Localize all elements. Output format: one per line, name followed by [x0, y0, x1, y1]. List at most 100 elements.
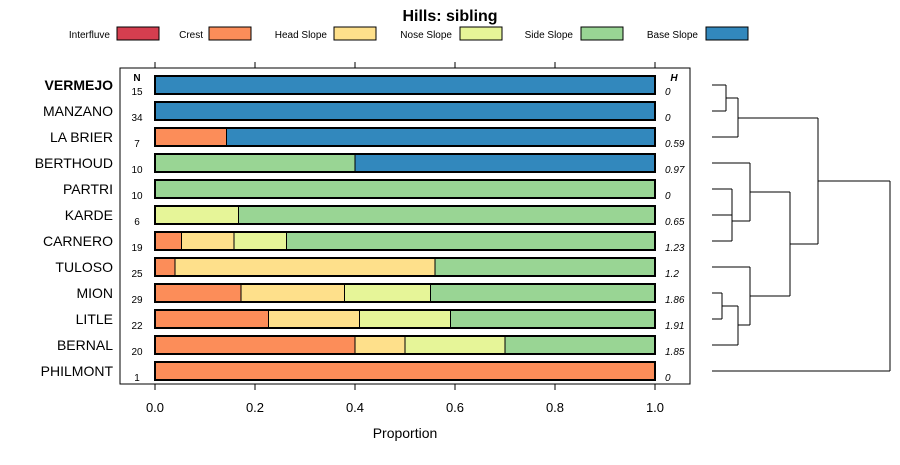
- row-label: LA BRIER: [50, 129, 113, 145]
- row-n: 20: [131, 347, 143, 358]
- row-h: 1.23: [665, 243, 685, 254]
- dendrogram-branch: [712, 188, 733, 216]
- x-tick-label: 1.0: [646, 400, 664, 415]
- row-n: 25: [131, 269, 143, 280]
- dendrogram-branch: [712, 305, 739, 346]
- x-tick-label: 0.0: [146, 400, 164, 415]
- row-label: PARTRI: [63, 181, 113, 197]
- dendrogram-branch: [712, 292, 723, 320]
- x-tick-label: 0.8: [546, 400, 564, 415]
- bar-segment: [504, 335, 656, 355]
- bar-segment: [268, 309, 360, 329]
- bar-rows: VERMEJO 15 0 MANZANO 34 0 LA BRIER 7 0.59 BERTHOU…: [35, 75, 685, 384]
- row-h: 1.2: [665, 269, 679, 280]
- bar-segment: [174, 257, 436, 277]
- row-n: 6: [134, 217, 140, 228]
- bar-segment: [354, 153, 656, 173]
- dendrogram-branch: [712, 97, 739, 138]
- row-h: 0: [665, 373, 671, 384]
- legend-label: Base Slope: [647, 30, 699, 41]
- bar-segment: [154, 309, 269, 329]
- chart-title: Hills: sibling: [402, 8, 497, 25]
- bar-segment: [226, 127, 656, 147]
- x-tick-label: 0.2: [246, 400, 264, 415]
- plot-frame: [119, 67, 691, 385]
- row-label: BERNAL: [57, 337, 113, 353]
- row-h: 1.86: [665, 295, 685, 306]
- bar-outline: [154, 257, 656, 277]
- row-label: CARNERO: [43, 233, 113, 249]
- row-h: 0: [665, 87, 671, 98]
- dendrogram-branch: [712, 180, 891, 372]
- legend-label: Head Slope: [275, 30, 328, 41]
- n-header: N: [133, 73, 140, 84]
- row-n: 34: [131, 113, 143, 124]
- bar-segment: [154, 283, 242, 303]
- legend-label: Side Slope: [525, 30, 574, 41]
- legend-swatch: [208, 26, 252, 41]
- x-axis: 0.0 0.2 0.4 0.6 0.8 1.0: [146, 62, 664, 415]
- legend-swatch: [333, 26, 377, 41]
- row-n: 7: [134, 139, 140, 150]
- bar-segment: [154, 101, 656, 121]
- dendrogram-branch: [750, 191, 791, 297]
- bar-outline: [154, 309, 656, 329]
- row-label: MION: [76, 285, 113, 301]
- bar-segment: [240, 283, 345, 303]
- bar-segment: [154, 361, 656, 381]
- row-label: VERMEJO: [45, 77, 114, 93]
- legend: Interfluve Crest Head Slope Nose Slope Side …: [69, 26, 749, 41]
- row-label: BERTHOUD: [35, 155, 113, 171]
- bar-segment: [430, 283, 656, 303]
- bar-segment: [450, 309, 656, 329]
- bar-segment: [154, 257, 176, 277]
- bar-outline: [154, 231, 656, 251]
- row-n: 1: [134, 373, 140, 384]
- x-tick-label: 0.6: [446, 400, 464, 415]
- bar-segment: [359, 309, 451, 329]
- bar-segment: [434, 257, 656, 277]
- bar-segment: [154, 179, 656, 199]
- row-label: MANZANO: [43, 103, 113, 119]
- bar-outline: [154, 283, 656, 303]
- bar-outline: [154, 361, 656, 381]
- row-h: 0: [665, 113, 671, 124]
- row-label: KARDE: [65, 207, 113, 223]
- bar-outline: [154, 127, 656, 147]
- legend-swatch: [580, 26, 624, 41]
- dendrogram-branch: [712, 202, 733, 242]
- legend-swatch: [459, 26, 503, 41]
- bar-segment: [154, 231, 182, 251]
- row-n: 10: [131, 191, 143, 202]
- bar-outline: [154, 179, 656, 199]
- bar-segment: [233, 231, 287, 251]
- x-axis-label: Proportion: [373, 425, 438, 441]
- row-h: 0.65: [665, 217, 685, 228]
- bar-segment: [154, 335, 356, 355]
- bar-segment: [154, 127, 227, 147]
- row-n: 22: [131, 321, 143, 332]
- dendrogram-branch: [712, 266, 751, 326]
- x-tick-label: 0.4: [346, 400, 364, 415]
- bar-outline: [154, 335, 656, 355]
- row-label: PHILMONT: [41, 363, 114, 379]
- row-h: 0.97: [665, 165, 685, 176]
- h-header: H: [670, 73, 678, 84]
- bar-outline: [154, 205, 656, 225]
- bar-segment: [154, 75, 656, 95]
- row-label: LITLE: [76, 311, 113, 327]
- bar-segment: [286, 231, 656, 251]
- bar-segment: [354, 335, 406, 355]
- dendrogram-branch: [712, 162, 751, 222]
- bar-segment: [238, 205, 656, 225]
- bar-outline: [154, 101, 656, 121]
- row-h: 1.85: [665, 347, 685, 358]
- row-n: 10: [131, 165, 143, 176]
- bar-segment: [181, 231, 235, 251]
- legend-label: Crest: [179, 30, 203, 41]
- legend-swatch: [116, 26, 160, 41]
- row-h: 0.59: [665, 139, 685, 150]
- legend-swatch: [705, 26, 749, 41]
- row-label: TULOSO: [55, 259, 113, 275]
- bar-segment: [154, 205, 239, 225]
